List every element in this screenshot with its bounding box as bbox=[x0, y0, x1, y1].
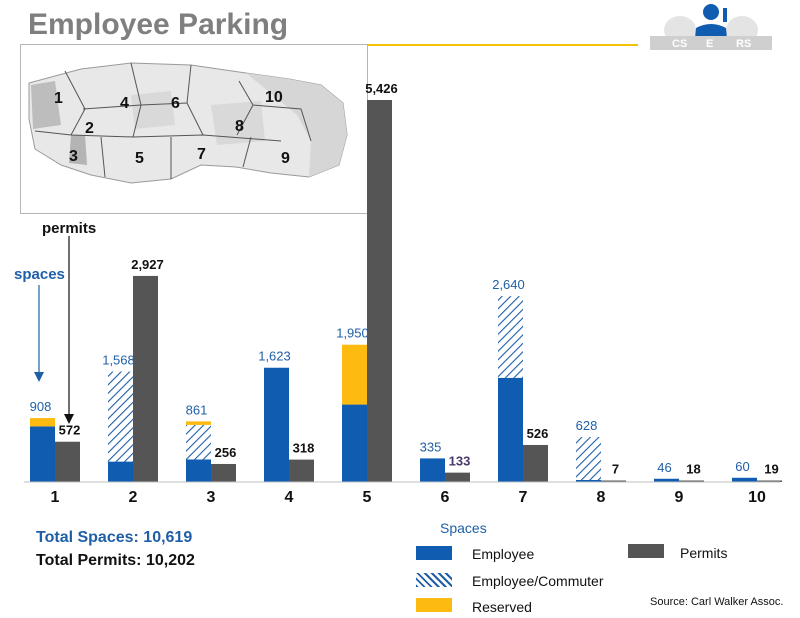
bar-employee-9 bbox=[654, 478, 679, 482]
permit-label-5: 5,426 bbox=[365, 81, 398, 96]
bar-employee-10 bbox=[732, 477, 757, 482]
bar-commuter-8 bbox=[576, 437, 601, 480]
map-zone-4: 4 bbox=[120, 95, 129, 112]
svg-text:RS: RS bbox=[736, 38, 751, 50]
bar-employee-2 bbox=[108, 461, 133, 482]
x-tick-1: 1 bbox=[51, 489, 60, 506]
permit-label-4: 318 bbox=[293, 441, 315, 456]
permit-label-10: 19 bbox=[764, 462, 778, 477]
map-zone-5: 5 bbox=[135, 150, 144, 167]
permits-arrow-head bbox=[64, 414, 74, 424]
permit-label-6: 133 bbox=[449, 454, 471, 469]
bar-reserved-1 bbox=[30, 418, 55, 427]
bar-reserved-5 bbox=[342, 344, 367, 405]
legend-employee-swatch bbox=[416, 546, 452, 560]
legend-title: Spaces bbox=[440, 520, 487, 536]
bar-permits-3 bbox=[211, 463, 236, 482]
space-label-5: 1,950 bbox=[336, 326, 369, 341]
bar-employee-1 bbox=[30, 426, 55, 482]
map-zone-8: 8 bbox=[235, 118, 244, 135]
legend-reserved-swatch bbox=[416, 598, 452, 612]
bar-reserved-3 bbox=[186, 421, 211, 425]
x-tick-2: 2 bbox=[129, 489, 138, 506]
map-zone-2: 2 bbox=[85, 120, 94, 137]
map-zone-6: 6 bbox=[171, 95, 180, 112]
legend-commuter-label: Employee/Commuter bbox=[472, 573, 604, 589]
total-spaces: Total Spaces: 10,619 bbox=[36, 529, 193, 546]
parking-chart: 90857211,5682,927286125631,62331841,9505… bbox=[24, 81, 782, 506]
bar-employee-8 bbox=[576, 480, 601, 482]
total-permits: Total Permits: 10,202 bbox=[36, 552, 195, 569]
x-tick-4: 4 bbox=[285, 489, 294, 506]
map-zone-9: 9 bbox=[281, 150, 290, 167]
bar-permits-8 bbox=[601, 480, 626, 482]
space-label-2: 1,568 bbox=[102, 353, 135, 368]
legend-permits-swatch bbox=[628, 544, 664, 558]
bar-employee-7 bbox=[498, 377, 523, 482]
campus-map: 1 2 4 6 3 5 7 8 9 10 bbox=[20, 44, 368, 214]
bar-employee-6 bbox=[420, 458, 445, 482]
source-note: Source: Carl Walker Assoc. bbox=[650, 596, 784, 608]
permit-label-9: 18 bbox=[686, 462, 700, 477]
bar-permits-7 bbox=[523, 444, 548, 482]
map-zone-10: 10 bbox=[265, 89, 283, 106]
svg-text:CS: CS bbox=[672, 38, 687, 50]
spaces-annotation: spaces bbox=[14, 266, 65, 283]
bar-permits-4 bbox=[289, 459, 314, 482]
page-title: Employee Parking bbox=[28, 8, 289, 41]
svg-text:E: E bbox=[706, 38, 713, 50]
bar-permits-5 bbox=[367, 100, 392, 482]
space-label-10: 60 bbox=[735, 459, 749, 474]
bar-commuter-2 bbox=[108, 371, 133, 462]
space-label-8: 628 bbox=[576, 418, 598, 433]
x-tick-6: 6 bbox=[441, 489, 450, 506]
bar-permits-1 bbox=[55, 441, 80, 482]
permit-label-1: 572 bbox=[59, 423, 81, 438]
bar-employee-5 bbox=[342, 404, 367, 482]
x-tick-3: 3 bbox=[207, 489, 216, 506]
bar-employee-3 bbox=[186, 459, 211, 482]
space-label-6: 335 bbox=[420, 439, 442, 454]
space-label-7: 2,640 bbox=[492, 277, 525, 292]
map-zone-1: 1 bbox=[54, 90, 63, 107]
bar-commuter-7 bbox=[498, 296, 523, 378]
x-tick-9: 9 bbox=[675, 489, 684, 506]
bar-permits-2 bbox=[133, 275, 158, 482]
permit-label-2: 2,927 bbox=[131, 257, 164, 272]
legend-employee-label: Employee bbox=[472, 546, 535, 562]
space-label-4: 1,623 bbox=[258, 349, 291, 364]
legend-permits-label: Permits bbox=[680, 545, 728, 561]
bar-permits-10 bbox=[757, 480, 782, 482]
space-label-1: 908 bbox=[30, 399, 52, 414]
cservices-logo: CS E RS bbox=[650, 4, 772, 50]
spaces-arrow-head bbox=[34, 372, 44, 382]
permit-label-8: 7 bbox=[612, 462, 619, 477]
x-tick-8: 8 bbox=[597, 489, 606, 506]
bar-commuter-3 bbox=[186, 424, 211, 460]
space-label-3: 861 bbox=[186, 402, 208, 417]
permit-label-3: 256 bbox=[215, 445, 237, 460]
permit-label-7: 526 bbox=[527, 426, 549, 441]
x-tick-7: 7 bbox=[519, 489, 528, 506]
map-zone-3: 3 bbox=[69, 148, 78, 165]
bar-permits-6 bbox=[445, 472, 470, 482]
space-label-9: 46 bbox=[657, 460, 671, 475]
bar-employee-4 bbox=[264, 367, 289, 482]
legend-reserved-label: Reserved bbox=[472, 599, 532, 615]
bar-permits-9 bbox=[679, 480, 704, 482]
map-zone-7: 7 bbox=[197, 146, 206, 163]
legend-commuter-swatch bbox=[416, 573, 452, 587]
x-tick-5: 5 bbox=[363, 489, 372, 506]
permits-annotation: permits bbox=[42, 220, 97, 237]
x-tick-10: 10 bbox=[748, 489, 766, 506]
